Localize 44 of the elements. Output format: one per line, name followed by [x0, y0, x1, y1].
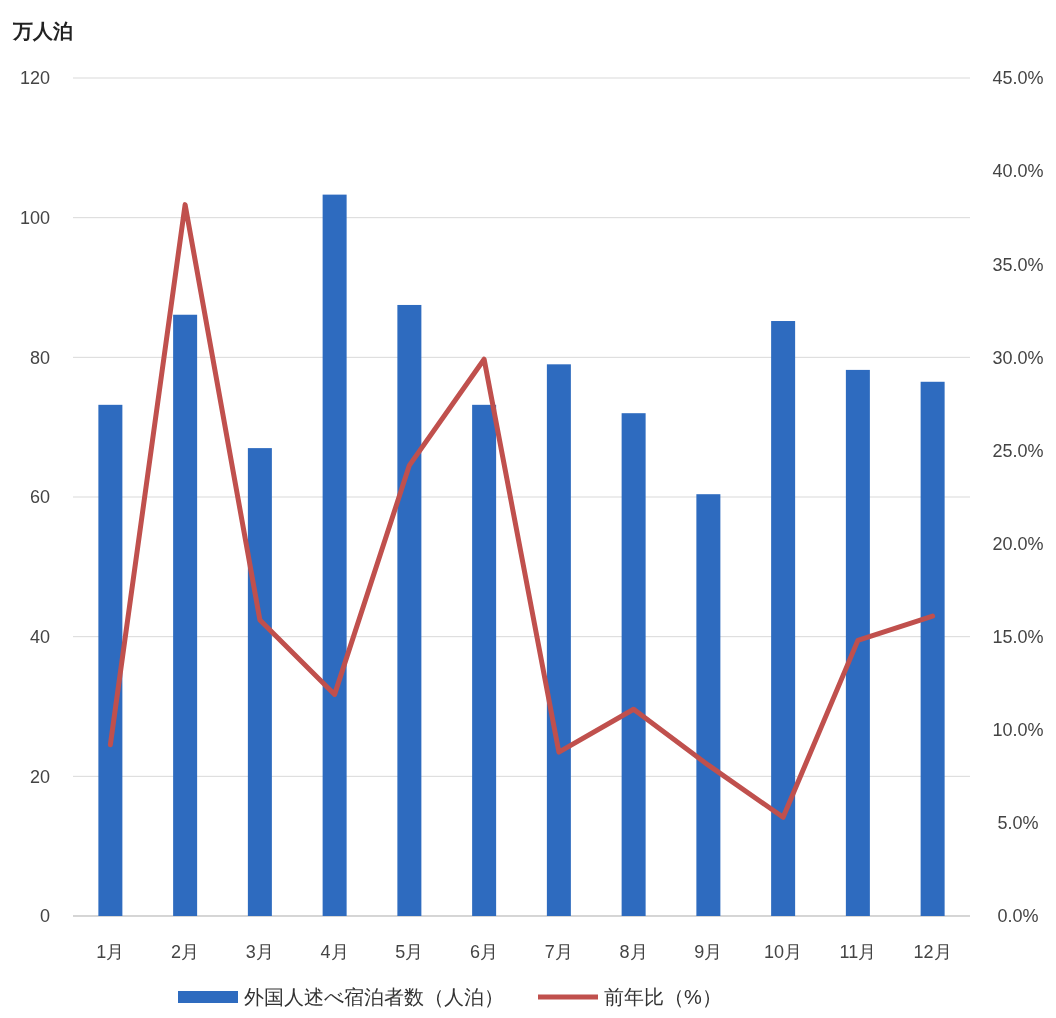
x-tick-label: 12月 [913, 942, 952, 962]
bar [98, 404, 123, 916]
y2-tick-label: 40.0% [992, 161, 1044, 182]
bar [472, 404, 497, 916]
y-axis-title: 万人泊 [12, 20, 73, 42]
y-tick-label: 100 [19, 207, 50, 228]
bar [696, 494, 721, 916]
y2-tick-label: 5.0% [997, 813, 1039, 834]
y-tick-label: 0 [39, 906, 50, 927]
x-tick-label: 2月 [171, 942, 200, 962]
legend-label: 外国人述べ宿泊者数（人泊） [244, 986, 504, 1008]
y-tick-label: 20 [29, 766, 50, 787]
y-tick-label: 60 [29, 487, 50, 508]
y-tick-label: 40 [29, 626, 50, 647]
bar [546, 364, 571, 916]
y2-tick-label: 25.0% [992, 440, 1044, 461]
bar [845, 369, 870, 916]
bar [920, 381, 945, 916]
x-tick-label: 3月 [245, 942, 274, 962]
bar [621, 413, 646, 916]
bar [771, 321, 796, 916]
y-tick-label: 120 [19, 68, 50, 89]
x-tick-label: 11月 [839, 942, 877, 962]
y-tick-label: 80 [29, 347, 50, 368]
x-tick-label: 1月 [96, 942, 125, 962]
bar [173, 314, 198, 916]
y2-tick-label: 35.0% [992, 254, 1044, 275]
x-tick-label: 9月 [694, 942, 723, 962]
x-tick-label: 5月 [395, 942, 424, 962]
y2-tick-label: 15.0% [992, 626, 1044, 647]
bar [247, 448, 272, 916]
x-tick-label: 10月 [764, 942, 803, 962]
bar [322, 194, 347, 916]
bar [397, 304, 422, 916]
x-tick-label: 4月 [320, 942, 349, 962]
y2-tick-label: 45.0% [992, 68, 1044, 89]
y2-tick-label: 10.0% [992, 720, 1044, 741]
legend-label: 前年比（%） [604, 986, 722, 1008]
x-tick-label: 7月 [544, 942, 573, 962]
x-tick-label: 6月 [470, 942, 499, 962]
y2-tick-label: 20.0% [992, 533, 1044, 554]
y2-tick-label: 0.0% [997, 906, 1039, 927]
x-tick-label: 8月 [619, 942, 648, 962]
y2-tick-label: 30.0% [992, 347, 1044, 368]
